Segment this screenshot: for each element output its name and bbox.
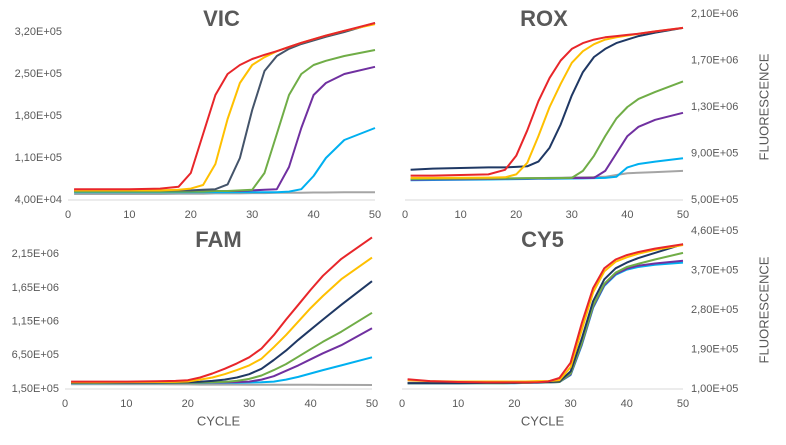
series-line	[74, 127, 376, 194]
x-tick-label: 10	[123, 209, 135, 221]
y-tick-label: 1,00E+05	[691, 383, 738, 395]
y-tick-label: 2,15E+06	[12, 248, 59, 260]
x-axis-label: CYCLE	[521, 413, 565, 428]
series-line	[74, 22, 376, 192]
y-axis-label: FLUORESCENCE	[756, 256, 771, 363]
panel-title: CY5	[521, 227, 564, 252]
series-line	[410, 26, 684, 179]
x-tick-label: 0	[402, 209, 408, 221]
series-line	[407, 243, 684, 384]
panel-title: VIC	[203, 6, 240, 31]
x-tick-label: 30	[566, 209, 578, 221]
series-line	[74, 22, 376, 191]
series-line	[410, 26, 684, 171]
y-tick-label: 1,50E+05	[12, 383, 59, 395]
y-tick-label: 1,65E+06	[12, 282, 59, 294]
y-tick-label: 1,80E+05	[15, 110, 62, 122]
x-tick-label: 30	[564, 398, 576, 410]
x-tick-label: 50	[369, 209, 381, 221]
panel-title: FAM	[195, 227, 241, 252]
x-tick-label: 0	[65, 209, 71, 221]
series-line	[407, 259, 684, 384]
x-tick-label: 50	[677, 398, 689, 410]
x-tick-label: 20	[510, 209, 522, 221]
x-tick-label: 40	[621, 209, 633, 221]
x-tick-label: 40	[307, 209, 319, 221]
x-tick-label: 0	[62, 398, 68, 410]
series-line	[71, 236, 373, 383]
y-tick-label: 1,30E+06	[691, 101, 738, 113]
y-tick-label: 2,50E+05	[15, 68, 62, 80]
y-tick-label: 1,15E+06	[12, 316, 59, 328]
y-tick-label: 1,10E+05	[15, 152, 62, 164]
y-tick-label: 2,80E+05	[691, 304, 738, 316]
y-tick-label: 6,50E+05	[12, 349, 59, 361]
x-tick-label: 50	[366, 398, 378, 410]
x-axis-label: CYCLE	[197, 413, 241, 428]
x-tick-label: 30	[243, 398, 255, 410]
series-line	[410, 111, 684, 181]
y-tick-label: 1,70E+06	[691, 54, 738, 66]
x-tick-label: 20	[182, 398, 194, 410]
series-line	[410, 26, 684, 177]
series-line	[71, 280, 373, 384]
y-tick-label: 4,00E+04	[15, 194, 62, 206]
x-tick-label: 30	[246, 209, 258, 221]
series-line	[71, 383, 373, 386]
y-axis-label: FLUORESCENCE	[756, 53, 771, 160]
panel-title: ROX	[520, 6, 568, 31]
y-tick-label: 4,60E+05	[691, 225, 738, 237]
x-tick-label: 10	[120, 398, 132, 410]
y-tick-label: 1,90E+05	[691, 343, 738, 355]
series-line	[71, 311, 373, 384]
y-tick-label: 9,00E+05	[691, 147, 738, 159]
x-tick-label: 10	[452, 398, 464, 410]
y-tick-label: 3,20E+05	[15, 26, 62, 38]
x-tick-label: 10	[454, 209, 466, 221]
x-tick-label: 20	[508, 398, 520, 410]
series-line	[71, 256, 373, 384]
series-line	[74, 23, 376, 192]
series-line	[407, 251, 684, 385]
series-line	[407, 261, 684, 385]
series-line	[74, 191, 375, 195]
x-tick-label: 40	[621, 398, 633, 410]
series-line	[74, 49, 376, 193]
x-tick-label: 20	[185, 209, 197, 221]
y-tick-label: 3,70E+05	[691, 264, 738, 276]
x-tick-label: 0	[399, 398, 405, 410]
y-tick-label: 2,10E+06	[691, 8, 738, 20]
x-tick-label: 50	[677, 209, 689, 221]
x-tick-label: 40	[304, 398, 316, 410]
y-tick-label: 5,00E+05	[691, 194, 738, 206]
